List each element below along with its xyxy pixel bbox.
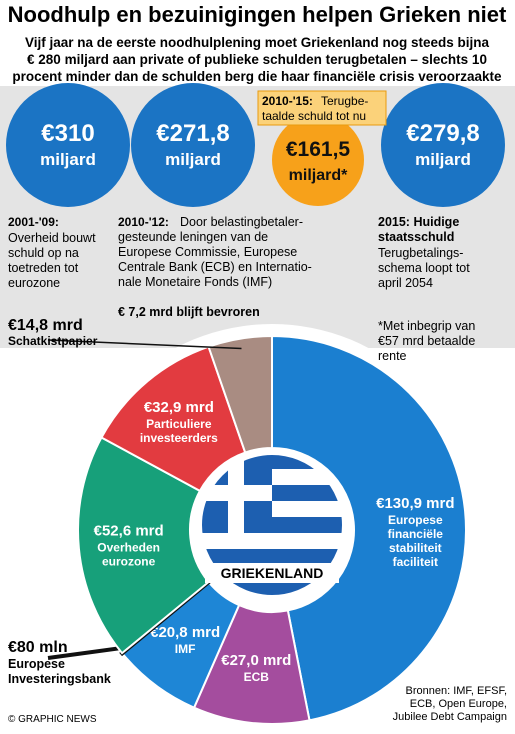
slice-label: Schatkistpapier (8, 334, 98, 348)
note-text: Centrale Bank (ECB) en Internatio- (118, 260, 312, 274)
center-label-box (205, 563, 339, 583)
note-text: rente (378, 349, 407, 363)
note-bold: € 7,2 mrd blijft bevroren (118, 305, 260, 319)
source: Jubilee Debt Campaign (393, 711, 507, 723)
title: Noodhulp en bezuinigingen helpen Grieken… (8, 2, 507, 27)
subtitle: Vijf jaar na de eerste noodhulplening mo… (25, 35, 490, 50)
credit: © GRAPHIC NEWS (8, 714, 97, 725)
slice-label: IMF (175, 642, 196, 656)
source: Bronnen: IMF, EFSF, (406, 685, 507, 697)
note-text: nale Monetaire Fonds (IMF) (118, 275, 272, 289)
note-text: schuld op na (8, 246, 79, 260)
subtitle: procent minder dan de schulden berg die … (12, 69, 502, 84)
note-text: Terugbetalings- (378, 246, 463, 260)
slice-label: ECB (244, 670, 270, 684)
period: 2015: Huidige (378, 215, 459, 229)
note-text: Overheid bouwt (8, 231, 96, 245)
note-text: Europese Commissie, Europese (118, 245, 297, 259)
note-text: €57 mrd betaalde (378, 334, 475, 348)
note-text: Door belastingbetaler- (180, 215, 303, 229)
bubble-unit: miljard (40, 150, 96, 169)
slice-value: €80 mln (8, 639, 68, 656)
bubble (6, 83, 130, 207)
bubble-unit: miljard (165, 150, 221, 169)
bubble-amount: €161,5 (286, 138, 351, 161)
period: staatsschuld (378, 230, 454, 244)
bubble-unit: miljard (415, 150, 471, 169)
slice-value: €32,9 mrd (144, 399, 214, 416)
note-text: toetreden tot (8, 261, 79, 275)
leader-line (47, 339, 242, 350)
donut-slice (77, 436, 211, 655)
note-text: gesteunde leningen van de (118, 230, 268, 244)
callout-period: 2010-'15: (262, 94, 313, 108)
callout-text: taalde schuld tot nu (262, 109, 366, 123)
note-text: eurozone (8, 276, 60, 290)
donut-slice (271, 334, 467, 722)
center-label: GRIEKENLAND (221, 565, 324, 581)
subtitle: € 280 miljard aan private of publieke sc… (27, 52, 487, 67)
note-text: april 2054 (378, 276, 433, 290)
callout-box (257, 90, 387, 126)
bubble-amount: €271,8 (156, 120, 229, 147)
slice-label: Europese financiële stabiliteit faciliteit (388, 513, 444, 569)
period: 2010-'12: (118, 215, 169, 229)
callout-text: Terugbe- (321, 94, 368, 108)
note-text: schema loopt tot (378, 261, 470, 275)
leader-line (47, 644, 131, 660)
slice-value: €20,8 mrd (150, 624, 220, 641)
note-text: *Met inbegrip van (378, 319, 475, 333)
slice-label: Overheden eurozone (97, 541, 160, 569)
slice-value: €130,9 mrd (376, 495, 454, 512)
period: 2001-'09: (8, 215, 59, 229)
bubble-unit: miljard* (289, 167, 348, 184)
slice-label: Particuliere investeerders (140, 417, 218, 445)
slice-label: Europese Investeringsbank (8, 657, 111, 686)
slice-value: €52,6 mrd (94, 523, 164, 540)
bubble-amount: €279,8 (406, 120, 479, 147)
bubble (381, 83, 505, 207)
donut-slice (207, 334, 273, 454)
flag-ring (198, 451, 346, 599)
bubble (272, 114, 364, 206)
source: ECB, Open Europe, (410, 698, 507, 710)
bubble-amount: €310 (41, 120, 94, 147)
slice-value: €27,0 mrd (221, 652, 291, 669)
bubble (131, 83, 255, 207)
slice-value: €14,8 mrd (8, 317, 83, 334)
